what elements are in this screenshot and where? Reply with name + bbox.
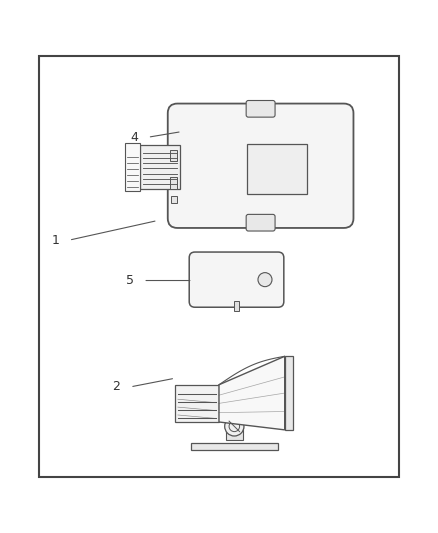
Circle shape (258, 273, 272, 287)
Bar (39, 56, 399, 477)
Bar (285, 356, 293, 430)
Bar (226, 420, 243, 440)
Bar (191, 442, 278, 450)
Bar (140, 145, 180, 189)
FancyBboxPatch shape (168, 103, 353, 228)
Bar (170, 177, 177, 189)
Bar (247, 144, 307, 194)
Text: 1: 1 (51, 233, 59, 247)
Text: 5: 5 (126, 274, 134, 287)
Circle shape (225, 417, 244, 436)
Bar (175, 385, 219, 422)
Polygon shape (219, 356, 285, 430)
Bar (170, 150, 177, 161)
Text: 2: 2 (113, 381, 120, 393)
FancyBboxPatch shape (189, 252, 284, 307)
Text: 4: 4 (130, 131, 138, 144)
FancyBboxPatch shape (246, 101, 275, 117)
Bar (234, 301, 239, 311)
Bar (171, 196, 177, 204)
FancyBboxPatch shape (246, 214, 275, 231)
Bar (125, 142, 140, 191)
